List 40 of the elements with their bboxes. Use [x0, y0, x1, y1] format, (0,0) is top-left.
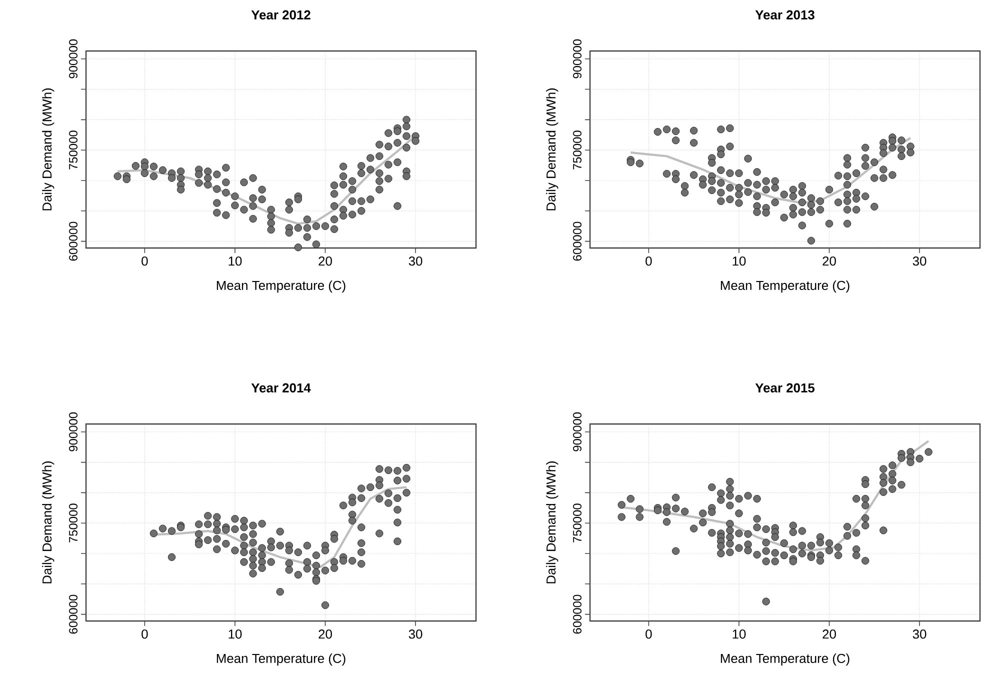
x-tick-label: 30 [408, 256, 422, 266]
x-tick-label: 20 [822, 256, 836, 266]
y-tick-label: 900000 [69, 39, 78, 78]
x-axis-title: Mean Temperature (C) [216, 280, 346, 293]
x-tick-label: 0 [646, 256, 652, 266]
y-axis-title: Daily Demand (MWh) [42, 461, 54, 584]
y-tick-label: 600000 [69, 594, 78, 634]
y-axis-title: Daily Demand (MWh) [546, 461, 558, 584]
y-tick-label: 750000 [69, 130, 78, 170]
x-tick-label: 20 [822, 630, 836, 639]
y-tick-label: 750000 [573, 130, 582, 170]
y-axis-title: Daily Demand (MWh) [42, 88, 54, 210]
x-tick-label: 10 [732, 256, 746, 266]
y-tick-label: 600000 [69, 222, 78, 261]
x-axis-title: Mean Temperature (C) [720, 280, 850, 293]
x-tick-label: 0 [646, 630, 652, 639]
chart-title: Year 2014 [251, 383, 311, 392]
x-axis-title: Mean Temperature (C) [216, 654, 346, 666]
chart-title: Year 2013 [755, 10, 814, 20]
chart-title: Year 2015 [755, 383, 815, 392]
x-tick-label: 20 [318, 630, 332, 639]
x-tick-label: 10 [228, 630, 242, 639]
y-tick-label: 900000 [573, 412, 582, 452]
y-tick-label: 600000 [573, 222, 582, 261]
y-tick-label: 750000 [69, 504, 78, 542]
x-tick-label: 0 [142, 256, 148, 266]
y-tick-label: 600000 [573, 594, 582, 634]
chart-title: Year 2012 [251, 10, 310, 20]
x-tick-label: 10 [732, 630, 746, 639]
x-tick-label: 20 [318, 256, 332, 266]
y-axis-title: Daily Demand (MWh) [546, 88, 558, 210]
y-tick-label: 750000 [573, 504, 582, 542]
y-tick-label: 900000 [69, 412, 78, 452]
x-axis-title: Mean Temperature (C) [720, 654, 850, 666]
x-tick-label: 30 [912, 256, 926, 266]
x-tick-label: 0 [142, 630, 148, 639]
x-tick-label: 30 [408, 630, 422, 639]
y-tick-label: 900000 [573, 39, 582, 78]
x-tick-label: 10 [228, 256, 242, 266]
x-tick-label: 30 [912, 630, 926, 639]
